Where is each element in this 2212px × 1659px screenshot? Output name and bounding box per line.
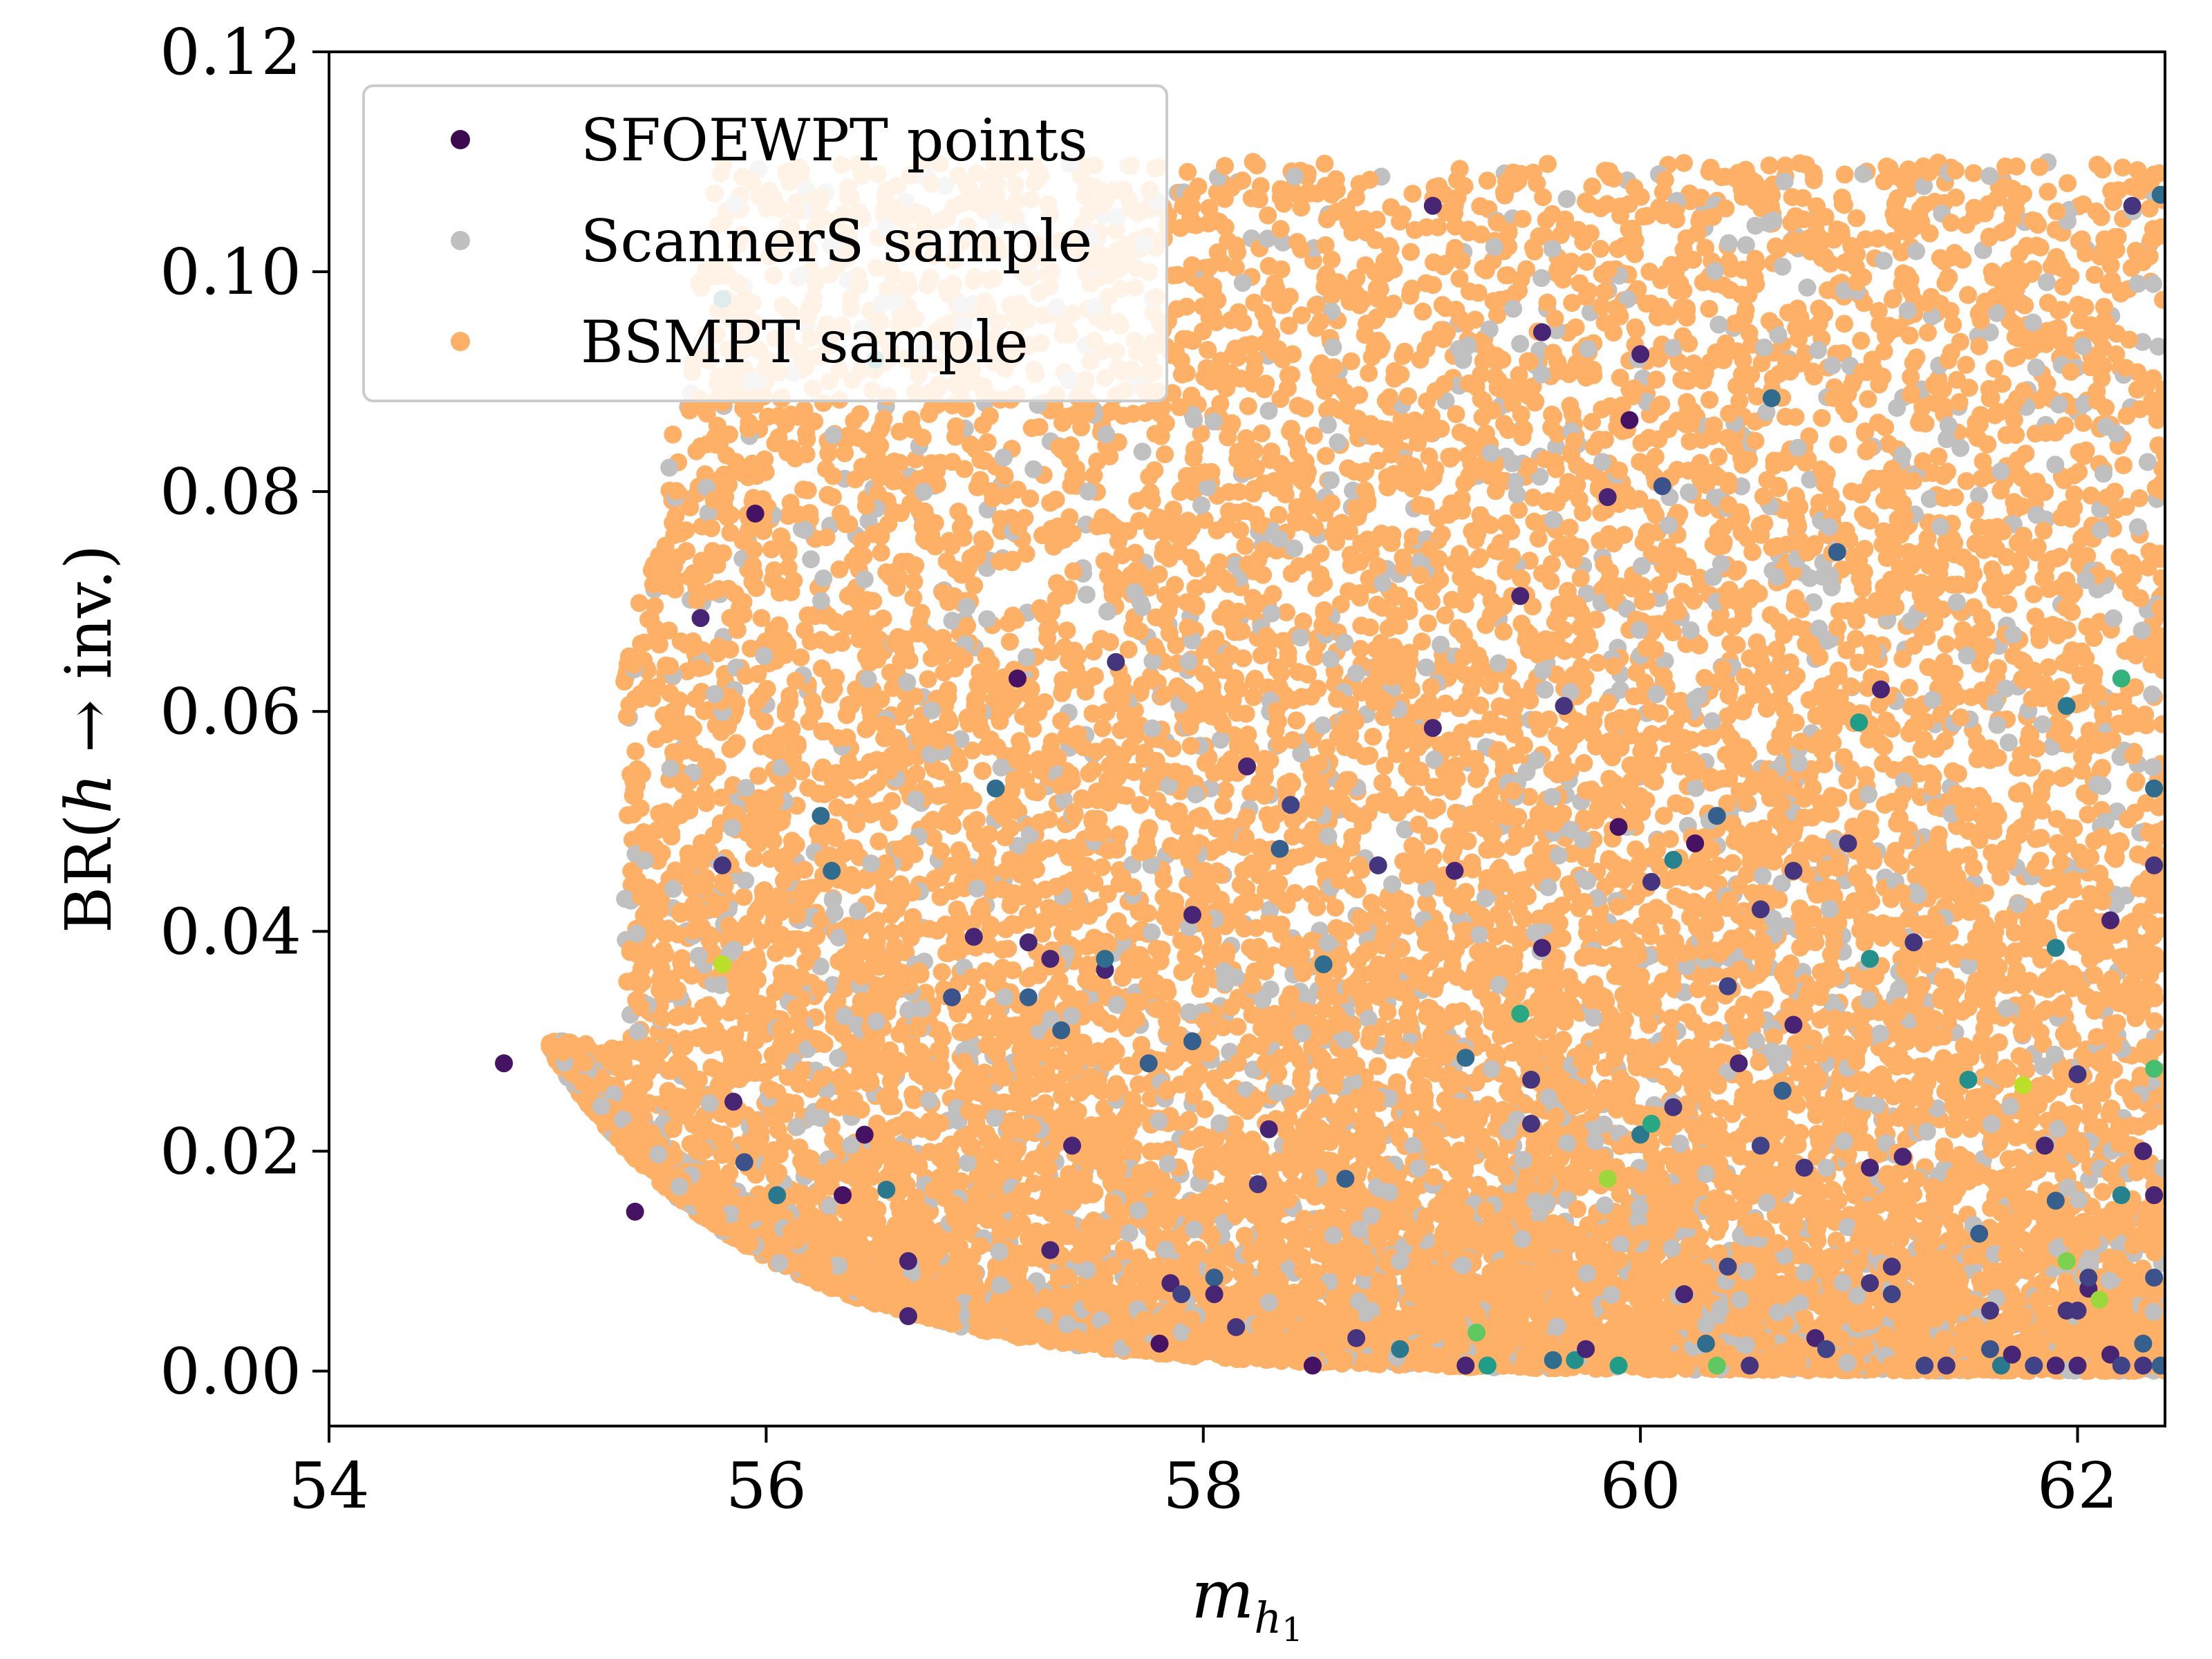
bsmpt-point [1360,747,1379,765]
bsmpt-point [1524,488,1542,507]
bsmpt-point [973,762,992,780]
bsmpt-point [1250,190,1268,209]
bsmpt-point [874,609,892,628]
bsmpt-point [1418,614,1437,632]
bsmpt-point [734,888,753,906]
scanners-point [1719,234,1738,252]
bsmpt-point [630,594,648,612]
scanners-point [1547,438,1566,456]
bsmpt-point [1414,302,1432,321]
bsmpt-point [2006,942,2025,961]
bsmpt-point [2130,489,2148,507]
bsmpt-point [1471,197,1490,216]
bsmpt-point [1304,427,1323,445]
bsmpt-point [919,670,937,688]
sample-points-layer [541,153,2165,1380]
bsmpt-point [1179,1110,1198,1129]
scanners-point [1324,338,1342,357]
bsmpt-point [1743,543,1762,561]
bsmpt-point [744,849,763,868]
bsmpt-point [1156,445,1174,464]
bsmpt-point [1199,341,1217,359]
bsmpt-point [2153,715,2165,733]
bsmpt-point [1410,496,1429,514]
bsmpt-point [851,405,870,424]
bsmpt-point [671,904,690,923]
bsmpt-point [1760,156,1779,175]
bsmpt-point [1965,164,1983,182]
bsmpt-point [1326,899,1344,917]
bsmpt-point [2005,411,2023,429]
bsmpt-point [2039,658,2058,677]
bsmpt-point [2119,810,2137,829]
bsmpt-point [2113,158,2132,177]
bsmpt-point [1317,447,1335,465]
bsmpt-point [1219,502,1238,521]
bsmpt-point [1179,162,1197,181]
bsmpt-point [1959,285,1977,304]
bsmpt-point [1852,332,1871,350]
bsmpt-point [1085,642,1103,661]
bsmpt-point [1488,306,1506,324]
bsmpt-point [1269,505,1288,524]
scanners-point [1133,442,1152,461]
bsmpt-point [1216,781,1235,800]
bsmpt-point [1741,649,1759,668]
bsmpt-point [1944,315,1962,334]
scanners-point [2038,273,2056,292]
bsmpt-point [883,924,901,942]
bsmpt-point [1094,719,1112,738]
bsmpt-point [1875,172,1893,191]
bsmpt-point [1351,639,1369,658]
bsmpt-point [1058,621,1076,640]
bsmpt-point [1030,418,1049,436]
bsmpt-point [996,920,1015,939]
bsmpt-point [2093,758,2112,777]
bsmpt-point [1093,858,1112,877]
bsmpt-point [1985,359,2004,378]
bsmpt-point [1947,188,1965,207]
bsmpt-point [1289,443,1308,462]
bsmpt-point [1738,865,1756,884]
bsmpt-point [1591,240,1610,258]
bsmpt-point [1413,632,1431,651]
bsmpt-point [1747,633,1766,652]
bsmpt-point [1284,345,1302,364]
bsmpt-point [1953,621,1972,639]
bsmpt-point [932,963,951,982]
bsmpt-point [1675,153,1693,172]
bsmpt-point [747,579,766,597]
scanners-point [1969,487,1988,505]
bsmpt-point [1192,424,1210,443]
bsmpt-point [752,609,771,628]
scanners-point [1321,471,1340,489]
bsmpt-point [1560,518,1579,537]
scanners-point [1285,539,1304,558]
bsmpt-point [1513,209,1532,228]
